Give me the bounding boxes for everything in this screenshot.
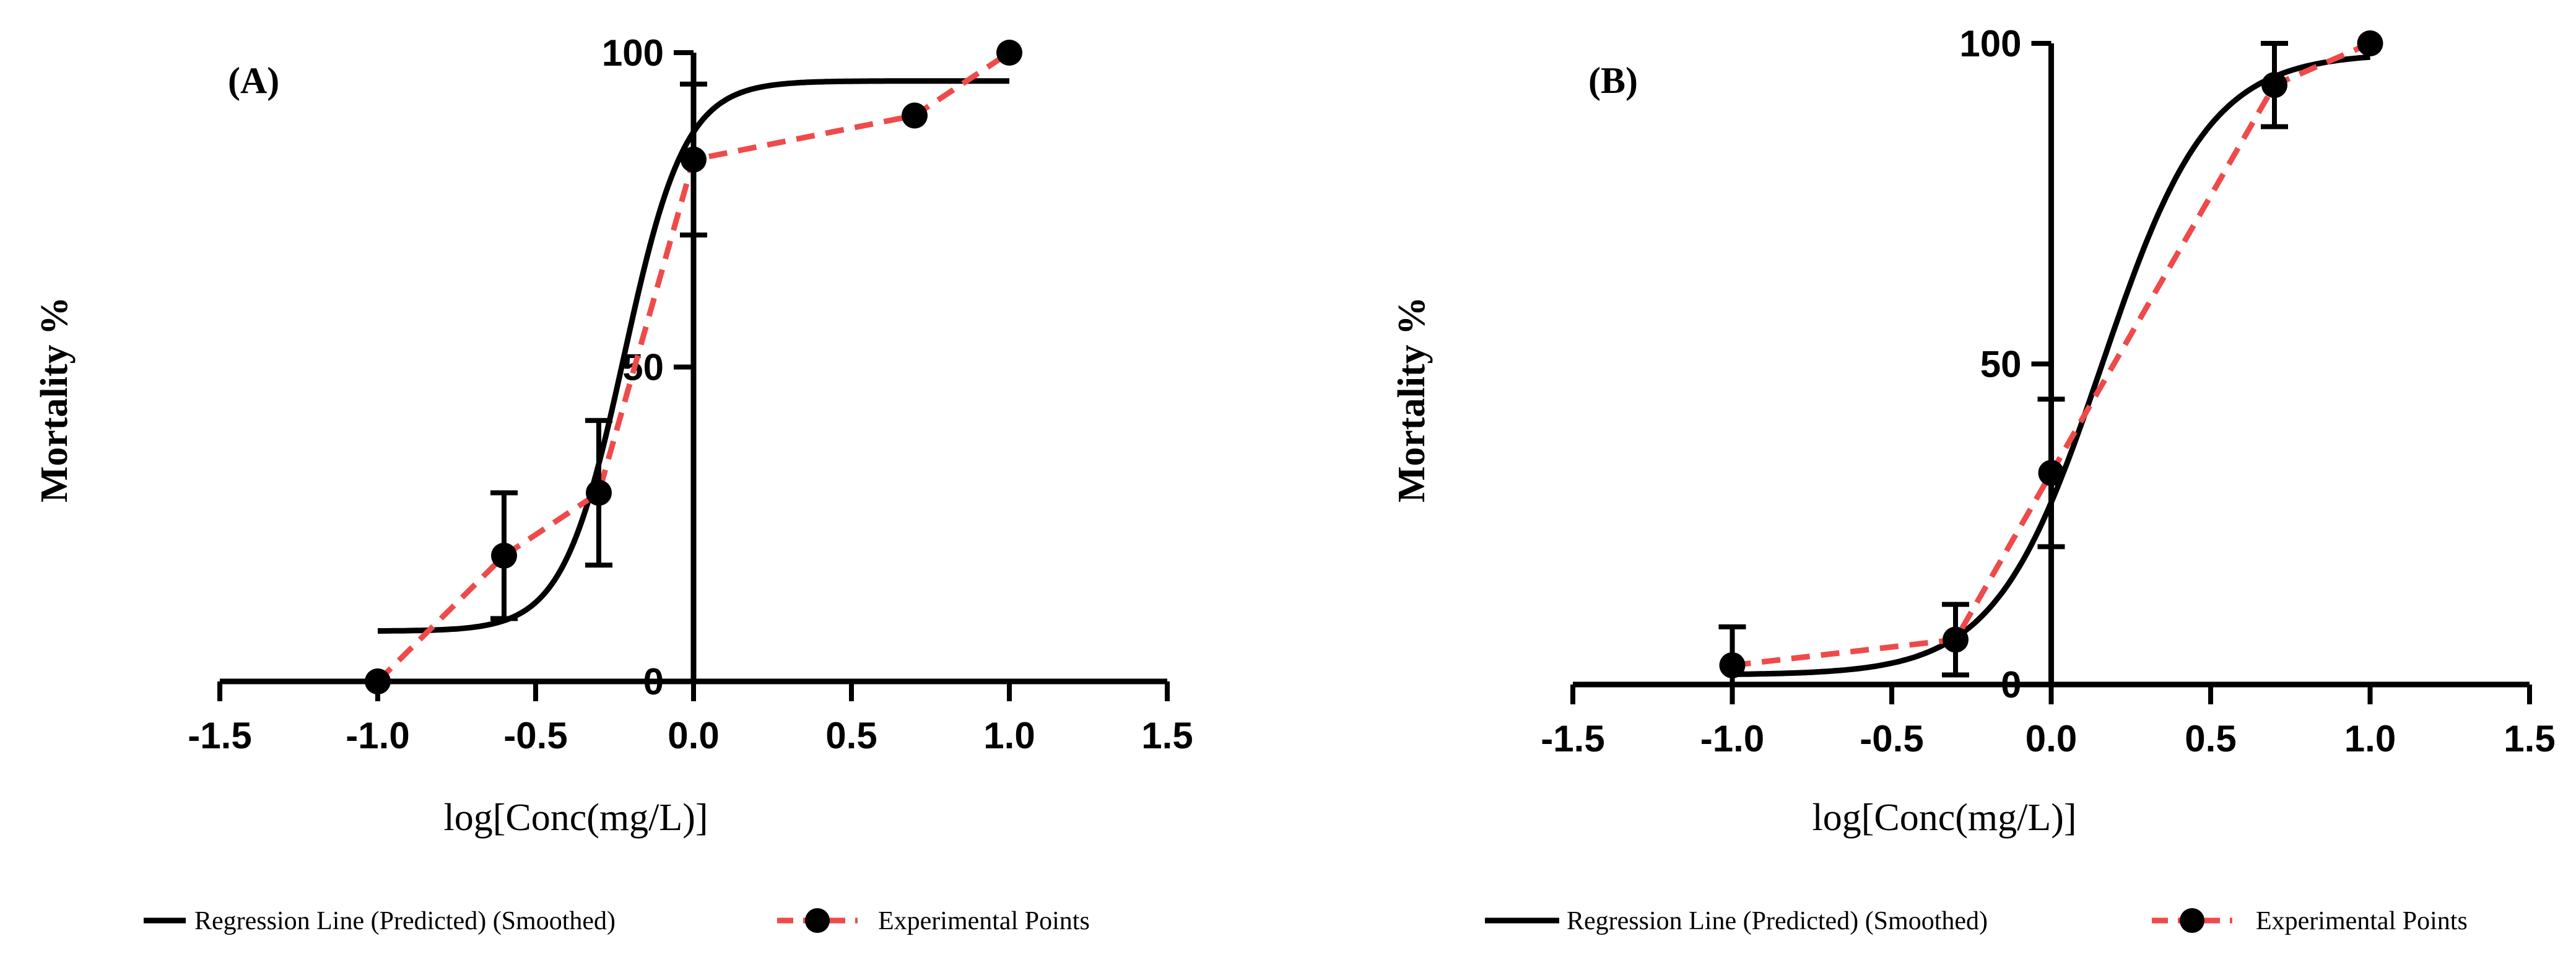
panel-b-x-tick-label: 1.5 [2504,718,2555,759]
panel-a-data-point [996,40,1022,66]
panel-a-series [365,40,1022,694]
panel-a-data-point [902,102,928,129]
panel-a: (A) Mortality % log[Conc(mg/L)] -1.5 -1.0… [33,32,1193,935]
panel-b-x-tick-label: 0.5 [2185,718,2236,759]
panel-a-data-point [681,146,707,173]
panel-a-data-point [365,668,391,694]
panel-b-data-point [2261,72,2287,98]
panel-b-y-axis-title: Mortality % [1391,297,1433,502]
panel-b-data-point [1943,626,1969,653]
panel-a-x-tick-label: 1.0 [983,715,1035,756]
panel-a-x-tick-label: -1.0 [346,715,409,756]
panel-b-legend-points-label: Experimental Points [2256,907,2468,935]
panel-b-legend: Regression Line (Predicted) (Smoothed) E… [1485,907,2468,935]
panel-b-x-tick-label: -1.5 [1541,718,1604,759]
panel-b-x-tick-label: 0.0 [2026,718,2077,759]
panel-a-data-point [586,479,612,506]
panel-b-label: (B) [1588,60,1638,101]
panel-b-x-axis-title: log[Conc(mg/L)] [1812,797,2076,839]
panel-b-legend-regression-label: Regression Line (Predicted) (Smoothed) [1567,907,1988,935]
panel-a-legend-points-marker [805,908,830,933]
panel-b: (B) Mortality % log[Conc(mg/L)] -1.5 -1.0… [1391,23,2556,935]
panel-a-y-tick-label: 0 [643,661,664,702]
panel-b-data-point [2038,460,2065,486]
panel-b-x-tick-label: -1.0 [1700,718,1764,759]
panel-a-y-tick-label: 50 [622,347,664,388]
panel-b-legend-points-marker [2180,908,2204,933]
panel-a-y-tick-label: 100 [602,32,664,74]
panel-a-legend: Regression Line (Predicted) (Smoothed) E… [144,907,1090,935]
panel-a-legend-regression-label: Regression Line (Predicted) (Smoothed) [194,907,616,935]
panel-a-legend-points-label: Experimental Points [878,907,1090,935]
panel-a-x-axis-title: log[Conc(mg/L)] [443,797,708,839]
panel-a-x-tick-label: 0.5 [825,715,877,756]
panel-b-y-tick-label: 50 [1980,344,2022,385]
panel-b-tick-labels: -1.5 -1.0 -0.5 0.0 0.5 1.0 1.5 0 50 100 [1541,23,2555,759]
panel-a-data-point [491,543,517,569]
panel-b-x-tick-label: 1.0 [2344,718,2396,759]
panel-b-x-tick-label: -0.5 [1860,718,1923,759]
panel-b-y-tick-label: 100 [1959,23,2021,64]
panel-a-x-tick-label: -0.5 [503,715,567,756]
panel-a-x-tick-label: -1.5 [188,715,251,756]
panel-b-series [1718,30,2383,687]
panel-b-data-point [1719,652,1746,678]
panel-b-y-tick-label: 0 [2001,664,2021,706]
panel-a-y-axis-title: Mortality % [33,297,76,502]
panel-b-axes [1570,41,2532,704]
panel-b-data-point [2357,30,2383,56]
panel-a-x-tick-label: 1.5 [1141,715,1193,756]
panel-a-tick-labels: -1.5 -1.0 -0.5 0.0 0.5 1.0 1.5 0 50 100 [188,32,1193,756]
panel-a-label: (A) [228,60,279,101]
panel-a-x-tick-label: 0.0 [668,715,719,756]
